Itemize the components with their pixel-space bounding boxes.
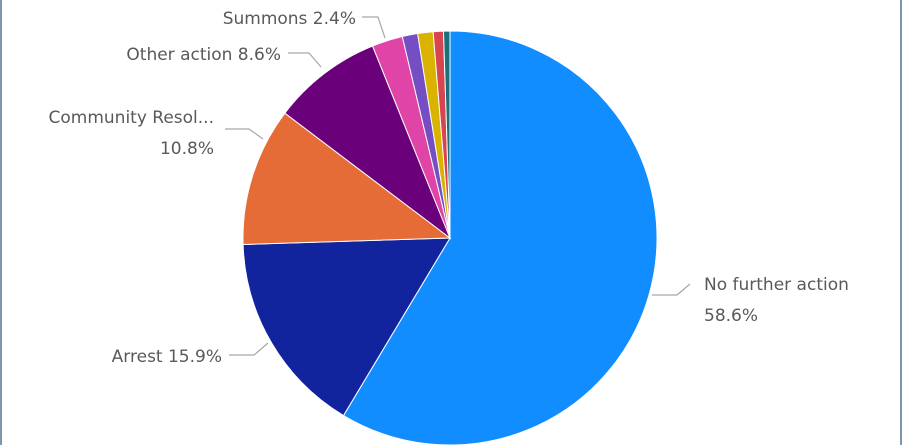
label-community-resolution-value: 10.8% bbox=[160, 139, 214, 159]
pie-slice-other-action[interactable] bbox=[284, 45, 452, 240]
leader-summons bbox=[362, 16, 386, 39]
label-no-further-action-name: No further action bbox=[704, 275, 849, 295]
leader-community-resolution bbox=[225, 128, 264, 140]
leader-arrest bbox=[229, 342, 269, 356]
label-community-resolution-name: Community Resol... bbox=[49, 108, 215, 128]
pie-slice-slice-8[interactable] bbox=[442, 30, 451, 239]
leader-other-action bbox=[288, 52, 322, 68]
pie-labels: No further action 58.6% Arrest 15.9% Com… bbox=[49, 9, 849, 367]
leader-no-further-action bbox=[652, 283, 691, 296]
pie-slice-community-resol[interactable] bbox=[242, 112, 452, 246]
pie-slice-arrest[interactable] bbox=[242, 237, 451, 417]
label-no-further-action-value: 58.6% bbox=[704, 306, 758, 326]
label-arrest: Arrest 15.9% bbox=[112, 347, 222, 367]
pie-slices bbox=[242, 30, 658, 445]
label-other-action: Other action 8.6% bbox=[126, 45, 281, 65]
label-summons: Summons 2.4% bbox=[223, 9, 356, 29]
